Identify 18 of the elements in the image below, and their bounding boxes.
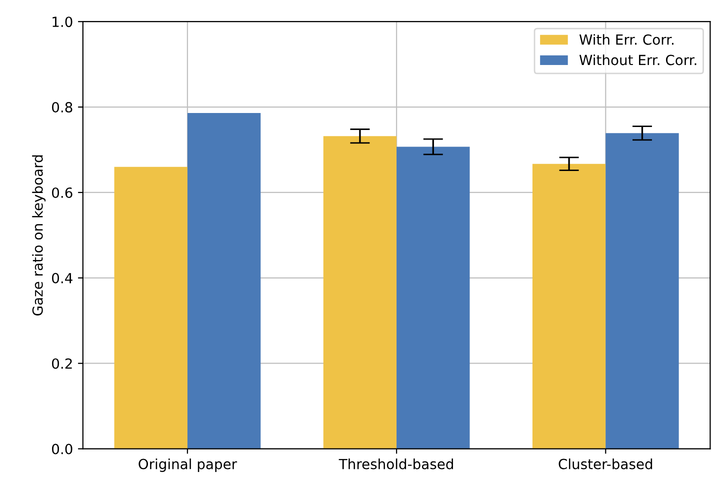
y-tick-label: 0.0 — [52, 444, 72, 454]
bar — [187, 113, 261, 449]
x-tick-label: Original paper — [138, 458, 238, 472]
y-axis-title: Gaze ratio on keyboard — [32, 155, 46, 316]
legend-label: Without Err. Corr. — [579, 54, 696, 66]
y-tick-label: 1.0 — [52, 16, 72, 28]
bar — [532, 164, 606, 449]
bar — [396, 146, 470, 449]
y-tick-label: 0.4 — [52, 272, 72, 284]
x-tick-label: Threshold-based — [338, 458, 453, 470]
bar — [114, 166, 188, 449]
legend-label: With Err. Corr. — [579, 34, 674, 45]
bar — [606, 133, 679, 449]
x-tick-label: Cluster-based — [558, 458, 652, 470]
y-tick-label: 0.8 — [52, 102, 72, 113]
y-tick-label: 0.6 — [52, 187, 72, 198]
y-tick-label: 0.2 — [52, 358, 72, 369]
bar — [323, 136, 397, 449]
